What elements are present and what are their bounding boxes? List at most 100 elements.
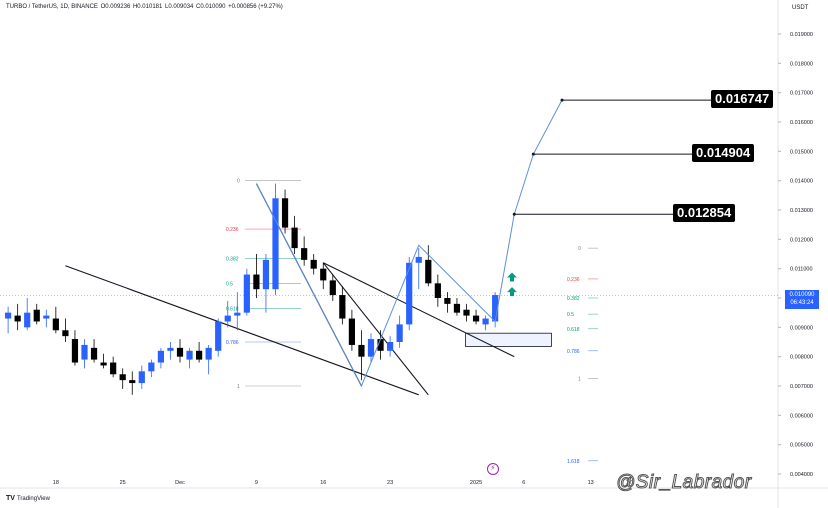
watermark: @Sir_Labrador [616, 472, 752, 494]
x-tick-label: 6 [522, 480, 525, 486]
fib-level-label: 0.786 [226, 340, 239, 346]
y-tick-label: 0.016000 [790, 120, 813, 126]
candle-body [358, 344, 365, 357]
candle-body [186, 350, 193, 360]
tradingview-logo[interactable]: TV TradingView [6, 495, 50, 502]
candle-body [396, 324, 403, 342]
fib-level-label-right: 0.236 [567, 277, 580, 283]
candle-body [262, 259, 270, 290]
candle-body [253, 274, 260, 290]
candle-body [415, 256, 422, 263]
x-tick-label: 17 [626, 480, 632, 486]
trendline [322, 262, 429, 396]
target-level-dot [531, 152, 535, 156]
candle-body [119, 374, 126, 381]
candle-body [129, 380, 136, 384]
y-tick-label: 0.008000 [790, 355, 813, 361]
candle-body [24, 312, 31, 328]
candle-body [243, 274, 250, 313]
fib-level-label: 1 [237, 384, 240, 390]
trendline [323, 262, 515, 358]
candle-body [234, 312, 241, 316]
y-tick-label: 0.007000 [790, 384, 813, 390]
fib-level-label-right: 0.618 [567, 327, 580, 333]
candle-body [387, 342, 394, 351]
candle-body [148, 362, 155, 372]
x-tick-label: 25 [120, 480, 126, 486]
target-level-dot [560, 98, 564, 102]
tradingview-mark-icon: TV [6, 495, 15, 502]
candle-body [272, 198, 279, 290]
currency-label: USDT [792, 5, 809, 11]
open-value: O0.009236 [100, 4, 131, 10]
y-tick-label: 0.018000 [790, 61, 813, 67]
candle-body [472, 315, 480, 322]
candle-body [176, 347, 184, 357]
candle-body [33, 309, 40, 322]
candle-body [463, 309, 470, 316]
change-value: +0.000856 (+9.27%) [228, 4, 283, 10]
candle-body [110, 362, 117, 375]
candle-body [329, 280, 336, 296]
fib-level-label: 0.236 [226, 227, 239, 233]
candle-body [348, 318, 355, 345]
fib-level-label: 0.618 [226, 306, 239, 312]
target-label-2: 0.014904 [692, 144, 755, 162]
x-tick-label: 13 [588, 480, 594, 486]
candle-body [453, 303, 461, 313]
fib-level-label: 0.382 [226, 256, 239, 262]
candle-body [43, 315, 50, 319]
trendline [65, 265, 419, 396]
fib-level-label-right: 0.786 [567, 349, 580, 355]
y-tick-label: 0.011000 [790, 267, 813, 273]
fib-level-label-right: 0.382 [567, 296, 580, 302]
target-label-1: 0.016747 [711, 90, 774, 108]
up-arrow-icon [507, 287, 517, 297]
candle-body [425, 259, 432, 284]
lightning-icon[interactable]: ⚡ [487, 463, 499, 475]
up-arrow-icon [507, 272, 517, 282]
candle-body [62, 330, 69, 337]
candle-body [215, 321, 222, 351]
candle-body [81, 344, 88, 360]
candle-body [14, 315, 21, 322]
support-zone-box [465, 332, 552, 347]
candle-body [281, 198, 289, 228]
y-tick-label: 0.014000 [790, 179, 813, 185]
candle-body [406, 262, 413, 325]
y-tick-label: 0.017000 [790, 91, 813, 97]
symbol-name: TURBO / TetherUS, 1D, BINANCE [6, 4, 98, 10]
candle-body [224, 315, 231, 322]
fib-level-label-right: 1.618 [567, 459, 580, 465]
x-tick-label: Dec [175, 480, 185, 486]
candle-body [100, 362, 107, 366]
target-label-3: 0.012854 [673, 204, 736, 222]
candle-body [5, 312, 12, 319]
y-tick-label: 0.005000 [790, 443, 813, 449]
y-tick-label: 0.012000 [790, 237, 813, 243]
candle-body [167, 347, 174, 351]
candle-body [482, 318, 489, 325]
symbol-header: TURBO / TetherUS, 1D, BINANCE O0.009236 … [6, 4, 284, 10]
fib-level-label: 0 [237, 179, 240, 185]
target-level-dot [512, 212, 516, 216]
y-tick-label: 0.009000 [790, 325, 813, 331]
x-tick-label: 18 [53, 480, 59, 486]
y-tick-label: 0.019000 [790, 32, 813, 38]
x-tick-label: 16 [320, 480, 326, 486]
close-value: C0.010090 [196, 4, 226, 10]
candle-body [52, 318, 59, 331]
candle-body [291, 227, 298, 249]
y-tick-label: 0.013000 [790, 208, 813, 214]
current-price-tag: 0.010090 06:43:24 [785, 290, 819, 309]
tradingview-logo-text: TradingView [16, 495, 50, 502]
candle-body [492, 295, 499, 322]
y-tick-label: 0.006000 [790, 413, 813, 419]
candle-body [90, 347, 98, 360]
current-price-value: 0.010090 [789, 292, 815, 298]
candle-body [157, 350, 164, 363]
fib-level-label: 0.5 [226, 281, 233, 287]
low-value: L0.009034 [165, 4, 194, 10]
fib-level-label-right: 0.5 [567, 312, 574, 318]
